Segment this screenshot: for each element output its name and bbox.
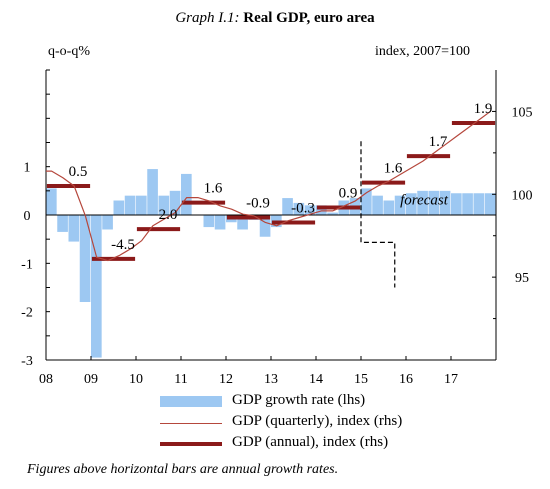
growth-bar xyxy=(383,200,395,215)
x-tick-label: 15 xyxy=(354,372,368,387)
legend-swatch-growth xyxy=(160,396,222,407)
growth-bar xyxy=(428,190,440,215)
growth-bar xyxy=(147,169,158,215)
x-tick-label: 13 xyxy=(264,372,278,387)
growth-bar xyxy=(136,195,147,215)
quarterly-index-line xyxy=(46,110,491,262)
growth-bar xyxy=(439,190,451,215)
right-axis-unit: index, 2007=100 xyxy=(375,44,470,59)
annual-growth-label: 2.0 xyxy=(159,207,178,223)
growth-bar xyxy=(462,193,473,215)
growth-bar xyxy=(46,188,57,215)
annual-growth-labels: 0.5 -4.5 2.0 1.6 -0.9 -0.3 0.9 1.6 1.7 1.9 xyxy=(69,101,493,253)
left-tick-label: -1 xyxy=(21,257,33,272)
growth-bar xyxy=(124,195,136,215)
growth-bar xyxy=(259,215,271,237)
right-tick-label: 95 xyxy=(515,271,529,286)
legend-swatch-annual xyxy=(160,442,222,446)
growth-bar xyxy=(79,215,91,302)
growth-bar xyxy=(316,205,327,215)
growth-bar xyxy=(417,190,428,215)
x-tick-label: 11 xyxy=(174,372,187,387)
forecast-label: forecast xyxy=(400,192,449,208)
x-tick-label: 17 xyxy=(444,372,458,387)
growth-bar xyxy=(57,215,68,232)
annual-growth-label: 0.9 xyxy=(339,186,358,202)
growth-bar xyxy=(102,215,113,230)
growth-bar xyxy=(406,193,417,215)
growth-bar xyxy=(304,205,316,215)
annual-growth-label: -4.5 xyxy=(111,237,135,253)
growth-bar xyxy=(158,195,170,215)
growth-bar xyxy=(282,198,293,215)
left-tick-label: -3 xyxy=(21,354,33,369)
legend-label-growth: GDP growth rate (lhs) xyxy=(232,392,366,408)
x-tick-label: 14 xyxy=(309,372,323,387)
legend-label-annual: GDP (annual), index (rhs) xyxy=(232,434,389,450)
growth-bar xyxy=(203,215,215,228)
growth-bar xyxy=(214,215,226,230)
growth-bar xyxy=(169,190,181,215)
growth-bar xyxy=(68,215,80,242)
growth-bar xyxy=(361,188,372,215)
right-tick-label: 100 xyxy=(512,188,533,203)
x-tick-label: 08 xyxy=(39,372,53,387)
growth-bar xyxy=(484,193,496,215)
annual-index-steps xyxy=(46,121,496,261)
left-tick-label: 0 xyxy=(24,209,31,224)
left-tick-label: -2 xyxy=(21,306,33,321)
quarterly-line xyxy=(46,110,491,262)
legend-swatch-quarterly xyxy=(160,423,222,424)
annual-growth-label: 1.9 xyxy=(474,101,493,117)
annual-growth-label: -0.3 xyxy=(291,200,315,216)
footnote: Figures above horizontal bars are annual… xyxy=(27,462,339,477)
left-axis-unit: q-o-q% xyxy=(48,44,90,59)
right-tick-label: 105 xyxy=(512,105,533,120)
forecast-divider: forecast xyxy=(360,141,449,288)
axes xyxy=(45,69,497,361)
left-tick-label: 1 xyxy=(24,161,31,176)
growth-bar xyxy=(394,195,406,215)
growth-bar xyxy=(327,212,338,215)
chart-title-main: Real GDP, euro area xyxy=(243,10,375,26)
x-tick-label: 12 xyxy=(219,372,233,387)
growth-bar xyxy=(237,215,248,230)
growth-bar xyxy=(293,202,305,215)
growth-bar xyxy=(473,193,485,215)
annual-growth-label: -0.9 xyxy=(246,195,270,211)
chart-title: Graph I.1: Real GDP, euro area xyxy=(0,10,550,27)
growth-bar xyxy=(451,193,462,215)
chart-title-prefix: Graph I.1: xyxy=(175,10,240,26)
forecast-dashed-line xyxy=(360,141,396,288)
x-tick-label: 09 xyxy=(84,372,98,387)
growth-bar xyxy=(91,215,102,358)
x-tick-label: 10 xyxy=(129,372,143,387)
annual-growth-label: 1.6 xyxy=(384,161,403,177)
x-tick-label: 16 xyxy=(399,372,413,387)
growth-bar xyxy=(181,173,192,215)
growth-bar xyxy=(113,200,125,215)
legend-label-quarterly: GDP (quarterly), index (rhs) xyxy=(232,413,403,429)
tick-labels: -3 -2 -1 0 1 95 100 105 08 09 10 11 12 13 14 15 16 17 xyxy=(21,105,532,387)
annual-growth-label: 1.7 xyxy=(429,134,448,150)
growth-bar xyxy=(372,195,383,215)
annual-growth-label: 1.6 xyxy=(204,181,223,197)
growth-bars xyxy=(46,169,496,358)
annual-growth-label: 0.5 xyxy=(69,164,88,180)
